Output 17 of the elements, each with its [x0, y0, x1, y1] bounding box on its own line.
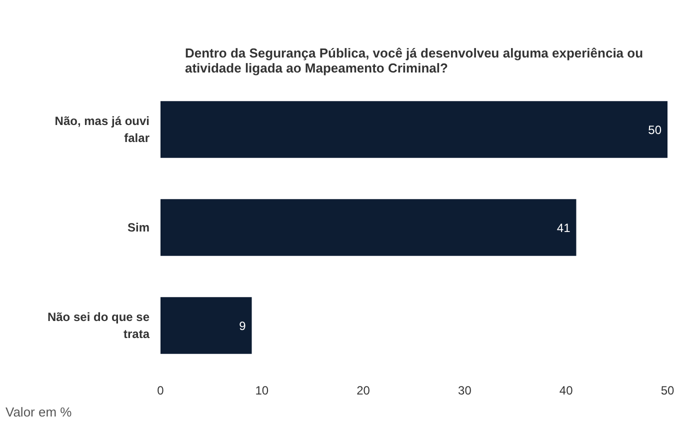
chart-title: Dentro da Segurança Pública, você já desenvolveu alguma experiência ou atividade ligada ao Mapeamento Criminal? [184, 46, 644, 76]
x-tick-label: 20 [356, 384, 370, 398]
bar [160, 297, 252, 354]
y-tick-label: Não, mas já ouvi falar [54, 114, 150, 145]
data-label: 41 [556, 221, 571, 235]
x-tick-label: 50 [660, 384, 674, 398]
data-label: 9 [239, 319, 246, 333]
text: Valor em % [6, 404, 72, 420]
y-tick-label: Não sei do que se trata [47, 310, 150, 341]
data-label: 50 [648, 123, 662, 137]
bar [160, 199, 576, 256]
x-tick-label: 40 [559, 384, 574, 398]
y-tick-label: Sim [127, 220, 150, 234]
x-tick-label: 10 [255, 384, 269, 398]
bar [160, 101, 668, 158]
x-tick-label: 0 [157, 384, 164, 398]
x-tick-label: 30 [458, 384, 472, 398]
